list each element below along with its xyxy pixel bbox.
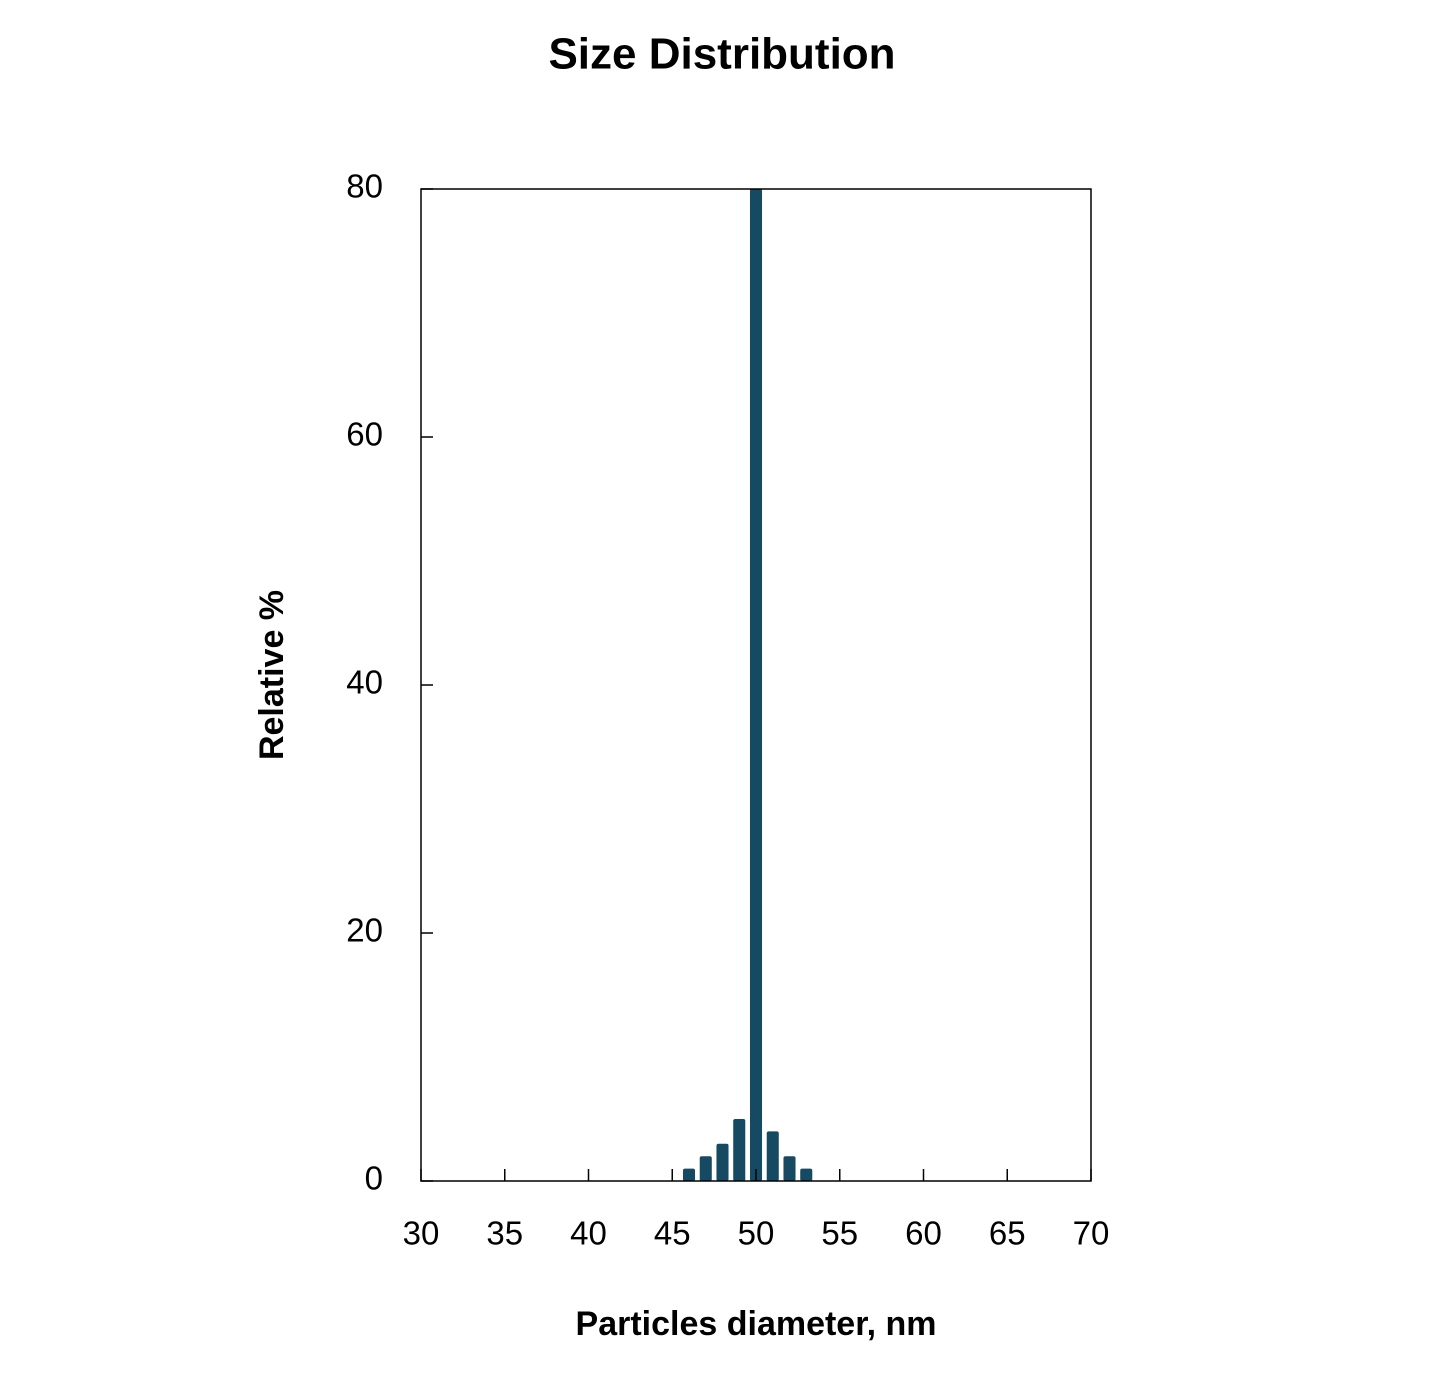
bar <box>766 1131 779 1181</box>
x-tick-label: 65 <box>989 1215 1026 1252</box>
x-tick-label: 60 <box>905 1215 942 1252</box>
x-tick-label: 70 <box>1073 1215 1110 1252</box>
x-axis-label: Particles diameter, nm <box>576 1305 937 1343</box>
bar <box>749 189 763 1181</box>
x-tick-label: 45 <box>654 1215 691 1252</box>
chart-title: Size Distribution <box>548 30 895 79</box>
x-tick-label: 30 <box>403 1215 440 1252</box>
bar <box>800 1168 813 1181</box>
y-tick-label: 80 <box>346 168 383 205</box>
bar <box>783 1156 796 1181</box>
x-tick-label: 55 <box>821 1215 858 1252</box>
y-tick-label: 60 <box>346 416 383 453</box>
y-tick-label: 20 <box>346 912 383 949</box>
bar <box>682 1168 696 1181</box>
x-tick-label: 35 <box>486 1215 523 1252</box>
x-tick-label: 40 <box>570 1215 607 1252</box>
bar <box>699 1156 712 1181</box>
bar <box>733 1119 746 1181</box>
y-tick-label: 40 <box>346 664 383 701</box>
x-tick-label: 50 <box>738 1215 775 1252</box>
bar <box>716 1143 729 1181</box>
y-tick-label: 0 <box>365 1160 383 1197</box>
y-axis-label: Relative % <box>253 590 291 760</box>
